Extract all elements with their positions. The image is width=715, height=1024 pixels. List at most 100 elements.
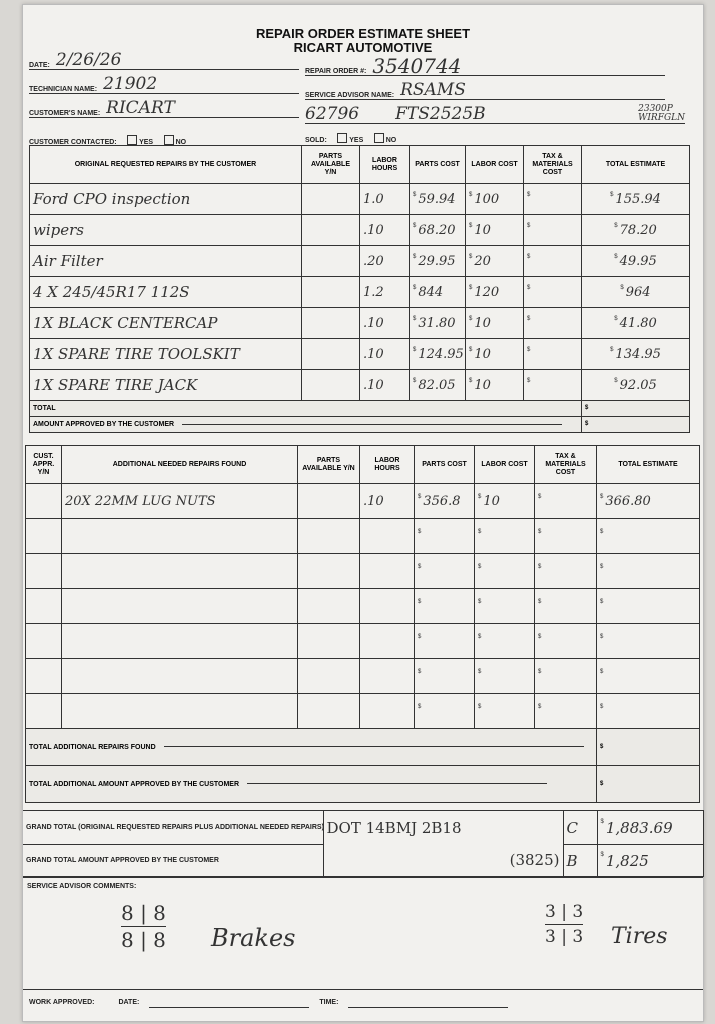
- cell-desc[interactable]: [61, 623, 298, 659]
- cell-hours[interactable]: .10: [359, 369, 410, 401]
- cell-total[interactable]: $78.20: [581, 214, 690, 246]
- cell-avail[interactable]: [297, 553, 360, 589]
- cell-appr[interactable]: [25, 483, 62, 519]
- cell-hours[interactable]: .10: [359, 214, 410, 246]
- cell-labor[interactable]: $100: [465, 183, 524, 215]
- cell-labor[interactable]: $10: [465, 307, 524, 339]
- cell-tax[interactable]: $: [534, 693, 597, 729]
- cell-parts[interactable]: $: [414, 553, 475, 589]
- cell-parts[interactable]: $: [414, 658, 475, 694]
- cell-total[interactable]: $92.05: [581, 369, 690, 401]
- cell-tax[interactable]: $: [523, 369, 582, 401]
- cell-total[interactable]: $: [596, 693, 700, 729]
- cell-tax[interactable]: $: [523, 214, 582, 246]
- cell-hours[interactable]: 1.0: [359, 183, 410, 215]
- sum-value[interactable]: $: [581, 400, 690, 417]
- cell-tax[interactable]: $: [534, 483, 597, 519]
- cell-labor[interactable]: $: [474, 588, 535, 624]
- cell-labor[interactable]: $: [474, 623, 535, 659]
- sum-value[interactable]: $: [596, 765, 700, 803]
- customer-name-field[interactable]: CUSTOMER'S NAME: RICART: [29, 95, 299, 118]
- repair-order-field[interactable]: REPAIR ORDER #: 3540744: [305, 53, 665, 76]
- cell-hours[interactable]: [359, 658, 415, 694]
- cell-appr[interactable]: [25, 518, 62, 554]
- cell-parts[interactable]: $68.20: [409, 214, 466, 246]
- cell-desc[interactable]: 20X 22MM LUG NUTS: [61, 483, 298, 519]
- cell-total[interactable]: $155.94: [581, 183, 690, 215]
- cell-avail[interactable]: [301, 183, 360, 215]
- cell-desc[interactable]: wipers: [29, 214, 302, 246]
- cell-desc[interactable]: [61, 553, 298, 589]
- cell-labor[interactable]: $: [474, 693, 535, 729]
- cell-parts[interactable]: $844: [409, 276, 466, 308]
- cell-total[interactable]: $: [596, 518, 700, 554]
- cell-labor[interactable]: $10: [465, 338, 524, 370]
- cell-total[interactable]: $366.80: [596, 483, 700, 519]
- sold-yes-checkbox[interactable]: [337, 132, 348, 143]
- cell-hours[interactable]: .10: [359, 338, 410, 370]
- cell-parts[interactable]: $29.95: [409, 245, 466, 277]
- vehicle-notes-field[interactable]: 62796 FTS2525B 23300P WIRFGLN: [305, 101, 685, 124]
- cell-parts[interactable]: $: [414, 588, 475, 624]
- cell-labor[interactable]: $: [474, 658, 535, 694]
- cell-desc[interactable]: 1X SPARE TIRE TOOLSKIT: [29, 338, 302, 370]
- date-field[interactable]: DATE: 2/26/26: [29, 47, 299, 70]
- cell-labor[interactable]: $120: [465, 276, 524, 308]
- cell-parts[interactable]: $: [414, 623, 475, 659]
- cell-avail[interactable]: [301, 276, 360, 308]
- cell-hours[interactable]: .10: [359, 483, 415, 519]
- cell-avail[interactable]: [297, 483, 360, 519]
- cell-parts[interactable]: $124.95: [409, 338, 466, 370]
- cell-appr[interactable]: [25, 693, 62, 729]
- sum-value[interactable]: $: [596, 728, 700, 766]
- cell-labor[interactable]: $20: [465, 245, 524, 277]
- cell-desc[interactable]: Ford CPO inspection: [29, 183, 302, 215]
- cell-avail[interactable]: [297, 518, 360, 554]
- cell-hours[interactable]: 1.2: [359, 276, 410, 308]
- cell-labor[interactable]: $10: [465, 369, 524, 401]
- cell-avail[interactable]: [297, 658, 360, 694]
- cell-total[interactable]: $: [596, 658, 700, 694]
- cell-tax[interactable]: $: [523, 245, 582, 277]
- cell-tax[interactable]: $: [523, 276, 582, 308]
- cell-tax[interactable]: $: [523, 307, 582, 339]
- cell-avail[interactable]: [297, 588, 360, 624]
- cell-labor[interactable]: $10: [474, 483, 535, 519]
- sold-no-checkbox[interactable]: [373, 132, 384, 143]
- cell-total[interactable]: $41.80: [581, 307, 690, 339]
- cell-parts[interactable]: $: [414, 693, 475, 729]
- cell-total[interactable]: $: [596, 553, 700, 589]
- cell-desc[interactable]: 1X BLACK CENTERCAP: [29, 307, 302, 339]
- cell-appr[interactable]: [25, 623, 62, 659]
- cell-tax[interactable]: $: [534, 658, 597, 694]
- sum-value[interactable]: $: [581, 416, 690, 433]
- cell-hours[interactable]: [359, 588, 415, 624]
- cell-avail[interactable]: [301, 214, 360, 246]
- cell-desc[interactable]: 4 X 245/45R17 112S: [29, 276, 302, 308]
- cell-parts[interactable]: $59.94: [409, 183, 466, 215]
- cell-total[interactable]: $134.95: [581, 338, 690, 370]
- cell-avail[interactable]: [297, 623, 360, 659]
- cell-hours[interactable]: .20: [359, 245, 410, 277]
- cell-parts[interactable]: $: [414, 518, 475, 554]
- cell-labor[interactable]: $: [474, 553, 535, 589]
- cell-labor[interactable]: $10: [465, 214, 524, 246]
- cell-desc[interactable]: [61, 518, 298, 554]
- work-approved-time-field[interactable]: [348, 997, 509, 1008]
- contacted-yes-checkbox[interactable]: [127, 134, 138, 145]
- cell-parts[interactable]: $31.80: [409, 307, 466, 339]
- cell-parts[interactable]: $82.05: [409, 369, 466, 401]
- cell-avail[interactable]: [301, 307, 360, 339]
- cell-total[interactable]: $964: [581, 276, 690, 308]
- service-advisor-field[interactable]: SERVICE ADVISOR NAME: RSAMS: [305, 77, 665, 100]
- cell-tax[interactable]: $: [534, 518, 597, 554]
- cell-desc[interactable]: [61, 588, 298, 624]
- cell-hours[interactable]: [359, 553, 415, 589]
- cell-desc[interactable]: 1X SPARE TIRE JACK: [29, 369, 302, 401]
- technician-field[interactable]: TECHNICIAN NAME: 21902: [29, 71, 299, 94]
- cell-avail[interactable]: [301, 245, 360, 277]
- cell-desc[interactable]: [61, 693, 298, 729]
- cell-hours[interactable]: [359, 623, 415, 659]
- cell-tax[interactable]: $: [523, 183, 582, 215]
